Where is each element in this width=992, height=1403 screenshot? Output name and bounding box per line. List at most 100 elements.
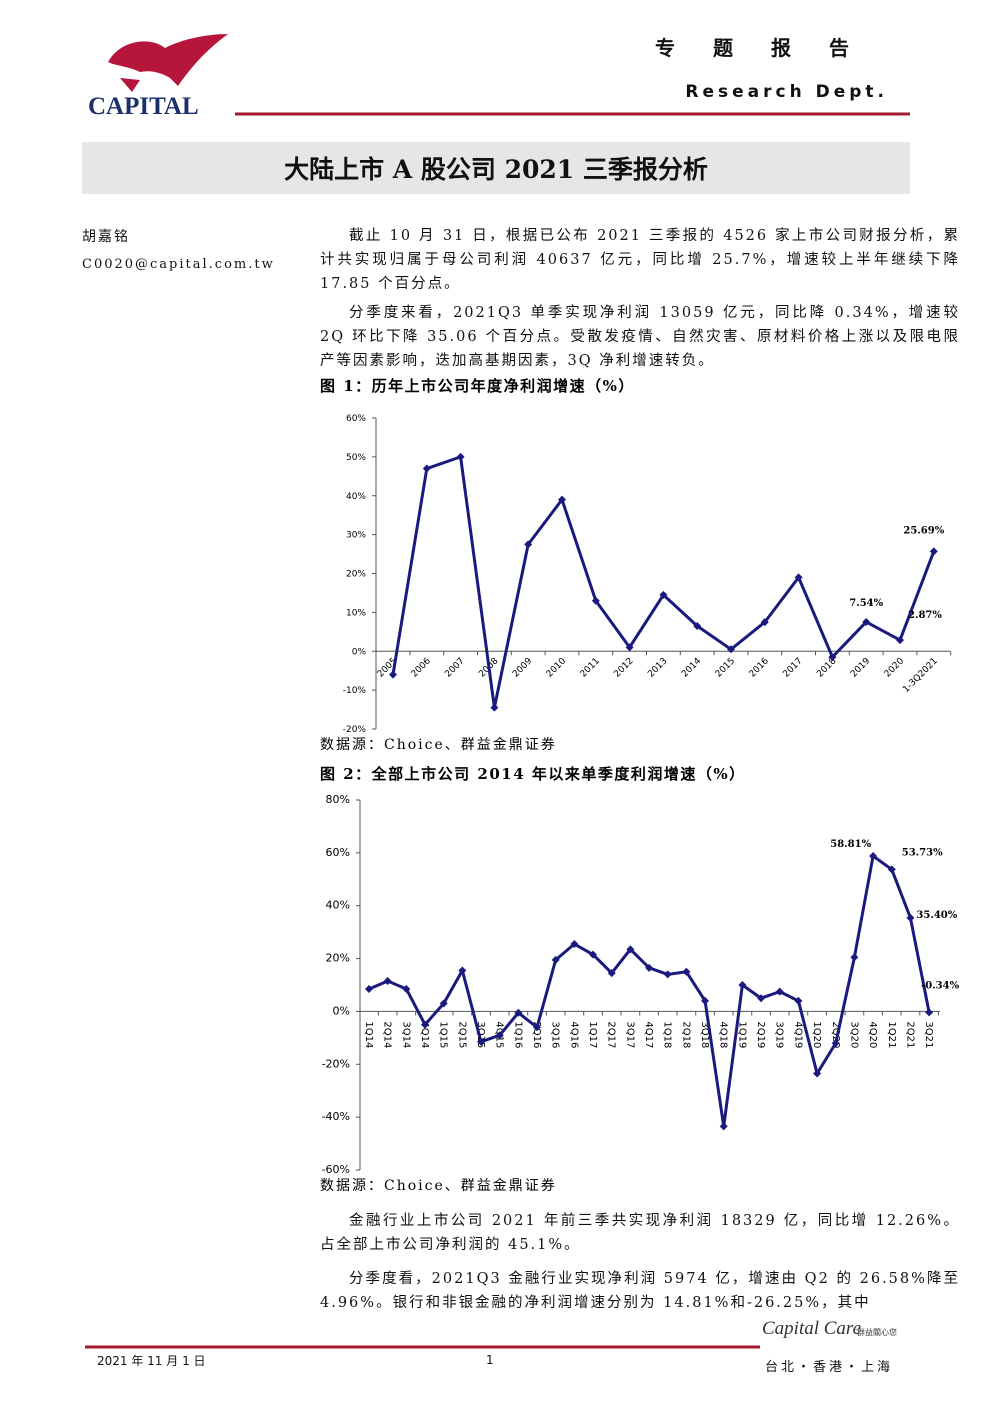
chart-title: 图 2：全部上市公司 2014 年以来单季度利润增速（%） bbox=[320, 765, 746, 783]
date: 2021 年 11 月 1 日 bbox=[97, 1354, 206, 1368]
x-tick-label: 2Q18 bbox=[680, 1021, 691, 1048]
line bbox=[368, 854, 931, 1128]
x-tick-label: 2Q17 bbox=[606, 1021, 617, 1048]
x-tick-label: 3Q14 bbox=[400, 1021, 411, 1048]
slogan: 群益關心您 bbox=[857, 1328, 897, 1337]
marker bbox=[794, 573, 803, 582]
marker bbox=[925, 1008, 934, 1017]
marker bbox=[738, 981, 747, 989]
marker bbox=[828, 653, 837, 662]
paragraph: 金融行业上市公司 2021 年前三季共实现净利润 18329 亿，同比增 12.… bbox=[320, 1213, 960, 1253]
y-tick-label: 40% bbox=[326, 899, 350, 912]
x-tick-label: 1Q14 bbox=[363, 1021, 374, 1048]
x-tick-label: 1Q21 bbox=[886, 1021, 897, 1048]
paragraph: 分季度来看，2021Q3 单季实现净利润 13059 亿元，同比降 0.34%，… bbox=[320, 305, 960, 369]
y-tick-label: 10% bbox=[346, 608, 366, 618]
x-tick-label: 2016 bbox=[748, 656, 771, 679]
marker bbox=[490, 703, 499, 712]
x-tick-label: 3Q18 bbox=[699, 1021, 710, 1048]
y-tick-label: -20% bbox=[343, 725, 367, 735]
title-box bbox=[82, 142, 910, 194]
y-tick-label: 80% bbox=[326, 793, 350, 806]
marker bbox=[589, 950, 598, 959]
x-tick-label: 2Q21 bbox=[904, 1021, 915, 1048]
doc-title: 大陆上市 A 股公司 2021 三季报分析 bbox=[284, 155, 708, 184]
marker bbox=[693, 621, 702, 630]
marker bbox=[514, 1008, 523, 1017]
x-tick-label: 2Q20 bbox=[830, 1021, 841, 1048]
x-tick-label: 1Q18 bbox=[662, 1021, 673, 1048]
x-tick-label: 2011 bbox=[579, 656, 602, 679]
marker bbox=[794, 996, 803, 1005]
marker bbox=[701, 996, 710, 1005]
data-label: 7.54% bbox=[849, 598, 883, 609]
chart-source: 数据源：Choice、群益金鼎证券 bbox=[320, 737, 557, 753]
chart-title: 图 1：历年上市公司年度净利润增速（%） bbox=[320, 377, 635, 395]
logo-bird bbox=[108, 34, 228, 92]
author: 胡嘉铭 bbox=[82, 229, 130, 245]
x-tick-label: 3Q16 bbox=[550, 1021, 561, 1048]
marker bbox=[757, 994, 766, 1003]
x-tick-label: 2013 bbox=[646, 656, 669, 679]
marker bbox=[626, 945, 635, 954]
data-label: 2.87% bbox=[908, 610, 942, 621]
marker bbox=[495, 1031, 504, 1040]
marker bbox=[719, 1122, 728, 1131]
page-number: 1 bbox=[486, 1353, 494, 1367]
x-tick-label: 2Q19 bbox=[755, 1021, 766, 1048]
x-tick-label: 2Q15 bbox=[456, 1021, 467, 1048]
data-label: 58.81% bbox=[830, 839, 871, 850]
x-tick-label: 2018 bbox=[815, 656, 838, 679]
x-tick-label: 2014 bbox=[680, 656, 703, 679]
marker bbox=[869, 852, 878, 861]
x-tick-label: 2006 bbox=[410, 656, 433, 679]
marker bbox=[625, 643, 634, 652]
data-label: 35.40% bbox=[916, 910, 957, 921]
brand: Capital Care bbox=[762, 1318, 862, 1339]
email: C0020@capital.com.tw bbox=[82, 257, 275, 272]
x-tick-label: 2017 bbox=[781, 656, 804, 679]
marker bbox=[477, 1037, 486, 1046]
marker bbox=[831, 1039, 840, 1048]
x-tick-label: 4Q19 bbox=[792, 1021, 803, 1048]
x-tick-label: 4Q16 bbox=[568, 1021, 579, 1048]
chart-source: 数据源：Choice、群益金鼎证券 bbox=[320, 1178, 557, 1194]
marker bbox=[439, 999, 448, 1008]
marker bbox=[456, 452, 465, 461]
marker bbox=[591, 596, 600, 605]
x-tick-label: 3Q20 bbox=[848, 1021, 859, 1048]
marker bbox=[365, 984, 373, 993]
marker bbox=[558, 495, 566, 504]
logo-text: CAPITAL bbox=[88, 93, 199, 120]
x-tick-label: 2015 bbox=[714, 656, 737, 679]
marker bbox=[682, 967, 691, 976]
data-label: 53.73% bbox=[902, 847, 943, 858]
marker bbox=[607, 969, 616, 978]
marker bbox=[887, 865, 896, 874]
x-tick-label: 1Q15 bbox=[438, 1021, 449, 1048]
report-type: 专题报告 bbox=[655, 36, 887, 60]
paragraph: 分季度看，2021Q3 金融行业实现净利润 5974 亿，增速由 Q2 的 26… bbox=[320, 1271, 960, 1311]
marker bbox=[906, 913, 915, 922]
x-tick-label: 1Q17 bbox=[587, 1021, 598, 1048]
y-tick-label: 0% bbox=[333, 1004, 350, 1017]
y-tick-label: 60% bbox=[346, 414, 366, 424]
marker bbox=[727, 645, 735, 654]
x-tick-label: 4Q14 bbox=[419, 1021, 430, 1048]
marker bbox=[813, 1069, 822, 1078]
data-label: 25.69% bbox=[903, 525, 944, 536]
paragraph: 截止 10 月 31 日，根据已公布 2021 三季报的 4526 家上市公司财… bbox=[320, 228, 960, 292]
marker bbox=[458, 966, 467, 975]
x-tick-label: 3Q21 bbox=[923, 1021, 934, 1048]
y-tick-label: -10% bbox=[343, 686, 367, 696]
x-tick-label: 2Q16 bbox=[531, 1021, 542, 1048]
marker bbox=[929, 547, 938, 556]
marker bbox=[533, 1023, 542, 1032]
x-tick-label: 2Q14 bbox=[382, 1021, 393, 1048]
x-tick-label: 4Q17 bbox=[643, 1021, 654, 1048]
y-tick-label: -60% bbox=[322, 1163, 350, 1176]
x-tick-label: 3Q17 bbox=[624, 1021, 635, 1048]
marker bbox=[775, 987, 784, 996]
